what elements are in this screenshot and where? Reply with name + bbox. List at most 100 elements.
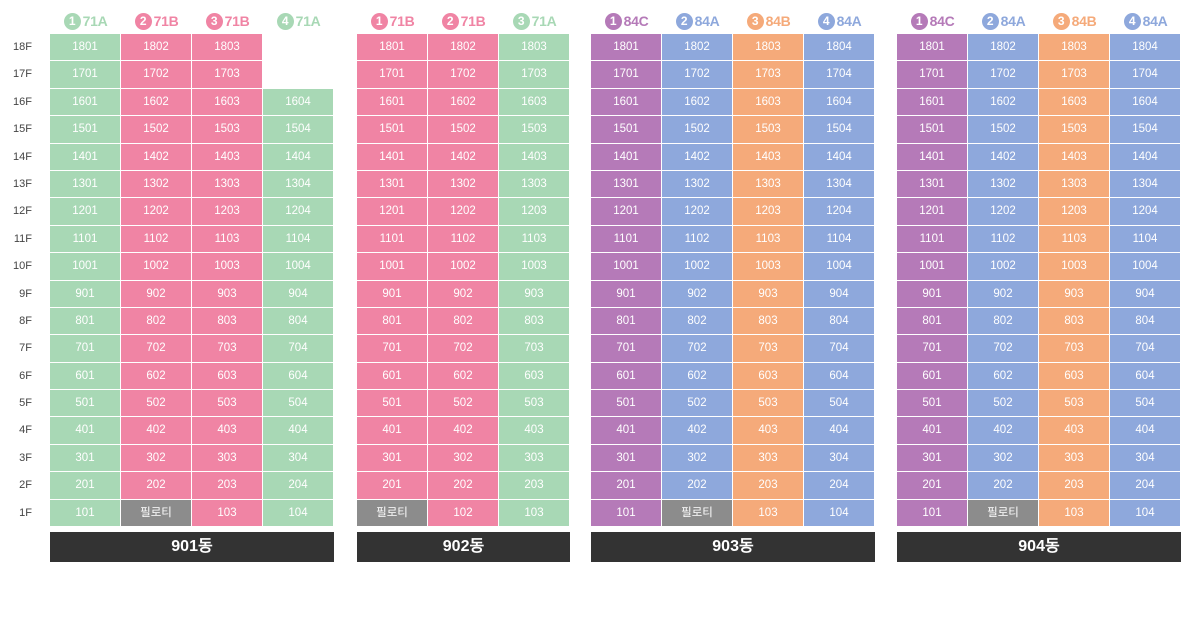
unit-cell: 301: [357, 444, 428, 473]
unit-cell: 804: [1110, 307, 1181, 336]
unit-cell: 1603: [192, 88, 263, 117]
unit-type-text: 71A: [82, 13, 108, 29]
unit-cell: 1601: [897, 88, 968, 117]
unit-type-label: 2 84A: [662, 8, 733, 34]
unit-cell: 901: [591, 280, 662, 308]
unit-line-column: 1801 1701 1601 1501 1401 1301 1201 1101 1001 901 8…: [357, 34, 428, 528]
unit-cell: 1703: [733, 61, 804, 89]
unit-cell: 1203: [733, 198, 804, 226]
unit-type-text: 71A: [295, 13, 321, 29]
unit-cell: 1702: [968, 61, 1039, 89]
unit-cell: 801: [50, 307, 121, 336]
unit-grid: 1801 1701 1601 1501 1401 1301 1201 1101 1001 901 8…: [50, 34, 334, 528]
unit-cell: 1101: [357, 225, 428, 254]
unit-cell: 1004: [263, 253, 334, 281]
unit-cell: 1503: [733, 116, 804, 144]
unit-cell: 1303: [499, 170, 570, 199]
unit-cell: 602: [121, 362, 192, 391]
unit-cell: 502: [968, 390, 1039, 418]
floor-label: 12F: [13, 205, 32, 218]
unit-type-text: 84A: [1142, 13, 1168, 29]
unit-cell: 402: [662, 417, 733, 445]
unit-cell: 801: [357, 307, 428, 336]
unit-cell: 303: [1039, 444, 1110, 473]
unit-cell: 602: [968, 362, 1039, 391]
unit-cell: 401: [591, 417, 662, 445]
unit-cell: 701: [591, 335, 662, 363]
unit-cell: 1001: [50, 253, 121, 281]
unit-cell: 1101: [50, 225, 121, 254]
unit-cell: 903: [1039, 280, 1110, 308]
unit-cell: 1303: [192, 170, 263, 199]
unit-cell: 802: [662, 307, 733, 336]
unit-type-text: 84C: [623, 13, 649, 29]
unit-cell: 1104: [1110, 225, 1181, 254]
unit-cell: 501: [591, 390, 662, 418]
unit-type-header: 1 71B 2 71B 3 71A: [357, 8, 570, 34]
unit-cell: 1502: [121, 116, 192, 144]
unit-cell: 602: [428, 362, 499, 391]
unit-cell: 201: [897, 472, 968, 500]
unit-cell: 1504: [1110, 116, 1181, 144]
unit-cell: 1204: [1110, 198, 1181, 226]
unit-cell: 1002: [428, 253, 499, 281]
unit-grid: 1801 1701 1601 1501 1401 1301 1201 1101 1001 901 8…: [591, 34, 875, 528]
floor-label: 6F: [19, 369, 32, 382]
floor-label: 14F: [13, 150, 32, 163]
unit-cell: 401: [357, 417, 428, 445]
unit-cell: 703: [499, 335, 570, 363]
floor-label: 18F: [13, 41, 32, 53]
unit-cell: 402: [968, 417, 1039, 445]
unit-cell: 103: [499, 499, 570, 528]
unit-cell: 201: [50, 472, 121, 500]
unit-cell: 903: [192, 280, 263, 308]
unit-line-column: 1803 1703 1603 1503 1403 1303 1203 1103 1003 903 8…: [1039, 34, 1110, 528]
unit-cell: 1602: [121, 88, 192, 117]
unit-cell: 704: [1110, 335, 1181, 363]
floor-label: 13F: [13, 177, 32, 190]
unit-cell: 1503: [499, 116, 570, 144]
unit-cell: 1701: [591, 61, 662, 89]
unit-cell: 1503: [1039, 116, 1110, 144]
unit-cell: 1304: [1110, 170, 1181, 199]
unit-cell: 1003: [1039, 253, 1110, 281]
unit-cell: 304: [1110, 444, 1181, 473]
unit-type-text: 84C: [929, 13, 955, 29]
line-number-badge: 1: [370, 12, 388, 30]
unit-cell: 1701: [50, 61, 121, 89]
floor-label: 1F: [19, 506, 32, 519]
line-number-badge: 1: [604, 12, 622, 30]
unit-cell: 401: [897, 417, 968, 445]
unit-cell: 1801: [591, 34, 662, 62]
unit-cell: 1201: [357, 198, 428, 226]
unit-cell: 1102: [428, 225, 499, 254]
unit-cell: 1302: [662, 170, 733, 199]
building-name-bar: 904동: [897, 532, 1181, 563]
unit-cell: 1503: [192, 116, 263, 144]
line-number-badge: 3: [746, 12, 764, 30]
unit-cell: 601: [50, 362, 121, 391]
unit-cell: 1201: [591, 198, 662, 226]
unit-cell: 901: [357, 280, 428, 308]
unit-cell: 1402: [121, 143, 192, 171]
floor-label: 2F: [19, 479, 32, 492]
unit-cell: 201: [591, 472, 662, 500]
unit-cell: 1601: [357, 88, 428, 117]
building-block: 1 84C 2 84A 3 84B 4 84A 1801 1701 1601 1501 1401 1301…: [591, 8, 875, 563]
unit-cell: 702: [662, 335, 733, 363]
unit-cell: 1202: [428, 198, 499, 226]
unit-cell: 303: [499, 444, 570, 473]
unit-cell: 201: [357, 472, 428, 500]
piloti-cell: 필로티: [662, 499, 733, 528]
unit-line-column: 1801 1701 1601 1501 1401 1301 1201 1101 1001 901 8…: [897, 34, 968, 528]
unit-cell: 1604: [804, 88, 875, 117]
unit-cell: 1501: [897, 116, 968, 144]
unit-cell: 601: [591, 362, 662, 391]
unit-type-label: 4 84A: [804, 8, 875, 34]
unit-cell: 1101: [897, 225, 968, 254]
unit-cell: 1803: [1039, 34, 1110, 62]
unit-type-text: 84A: [836, 13, 862, 29]
unit-cell: 1802: [121, 34, 192, 62]
unit-cell: 803: [192, 307, 263, 336]
unit-cell: 1501: [591, 116, 662, 144]
